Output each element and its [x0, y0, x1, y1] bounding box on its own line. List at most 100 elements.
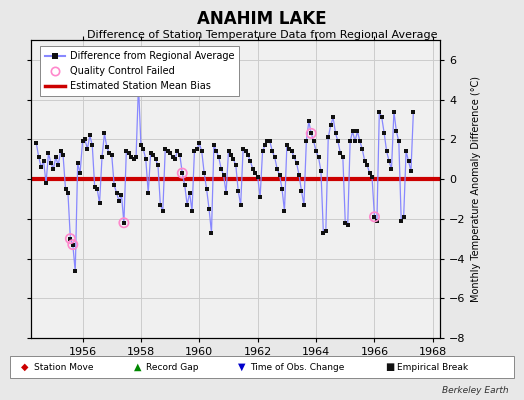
Text: ▼: ▼ [238, 362, 246, 372]
Point [176, 152, 184, 158]
Text: Time of Obs. Change: Time of Obs. Change [250, 363, 345, 372]
Text: ■: ■ [385, 362, 395, 372]
Point [54, 162, 62, 168]
Point [397, 218, 406, 224]
Point [127, 154, 135, 160]
Point [288, 148, 296, 154]
Point [307, 130, 315, 136]
Point [85, 132, 94, 138]
Point [149, 152, 157, 158]
Point [163, 148, 172, 154]
Point [110, 182, 118, 188]
Point [239, 146, 247, 152]
Point [227, 152, 235, 158]
Point [254, 174, 262, 180]
Point [244, 152, 252, 158]
Point [268, 148, 277, 154]
Point [188, 208, 196, 214]
Point [69, 242, 77, 248]
Point [336, 150, 345, 156]
Point [93, 186, 101, 192]
Point [405, 158, 413, 164]
Point [144, 190, 152, 196]
Point [256, 194, 264, 200]
Point [81, 136, 89, 142]
Point [147, 150, 155, 156]
Point [242, 148, 250, 154]
Point [232, 162, 240, 168]
Point [326, 122, 335, 129]
Point [98, 154, 106, 160]
Point [119, 220, 128, 226]
Point [91, 184, 99, 190]
Point [64, 190, 72, 196]
Point [304, 118, 313, 125]
Point [319, 230, 328, 236]
Point [132, 154, 140, 160]
Point [42, 180, 50, 186]
Point [331, 130, 340, 136]
Point [69, 242, 77, 248]
Point [329, 114, 337, 121]
Point [76, 170, 84, 176]
Point [117, 192, 126, 198]
Point [79, 138, 87, 144]
Point [37, 164, 46, 170]
Point [73, 160, 82, 166]
Point [66, 236, 74, 242]
Point [139, 146, 148, 152]
Point [198, 148, 206, 154]
Point [258, 148, 267, 154]
Point [100, 130, 108, 136]
Point [307, 130, 315, 136]
Point [295, 172, 303, 178]
Point [385, 158, 393, 164]
Point [193, 146, 201, 152]
Point [95, 200, 104, 206]
Point [365, 170, 374, 176]
Point [234, 188, 243, 194]
Point [373, 218, 381, 224]
Point [310, 138, 318, 144]
Point [156, 202, 165, 208]
Point [348, 128, 357, 134]
Point [390, 108, 398, 115]
Point [363, 162, 372, 168]
Point [380, 130, 388, 136]
Point [103, 144, 111, 150]
Point [51, 154, 60, 160]
Point [71, 268, 80, 275]
Point [195, 140, 203, 146]
Point [297, 188, 305, 194]
Point [351, 138, 359, 144]
Point [339, 154, 347, 160]
Point [229, 156, 237, 162]
Y-axis label: Monthly Temperature Anomaly Difference (°C): Monthly Temperature Anomaly Difference (… [471, 76, 481, 302]
Point [151, 156, 160, 162]
Point [290, 154, 298, 160]
Point [141, 156, 150, 162]
Point [161, 146, 169, 152]
Point [168, 154, 177, 160]
Point [280, 208, 289, 214]
Text: Empirical Break: Empirical Break [397, 363, 468, 372]
Point [266, 138, 274, 144]
Point [137, 142, 145, 148]
Point [322, 228, 330, 234]
Point [220, 172, 228, 178]
Point [224, 148, 233, 154]
Point [282, 142, 291, 148]
Point [246, 158, 255, 164]
Point [59, 152, 67, 158]
Point [395, 138, 403, 144]
Point [39, 158, 48, 164]
Point [185, 190, 194, 196]
Point [370, 214, 379, 220]
Point [183, 202, 191, 208]
Point [316, 168, 325, 174]
Text: Difference of Station Temperature Data from Regional Average: Difference of Station Temperature Data f… [87, 30, 437, 40]
Point [35, 154, 43, 160]
Point [171, 156, 179, 162]
Point [159, 208, 167, 214]
Point [312, 148, 320, 154]
